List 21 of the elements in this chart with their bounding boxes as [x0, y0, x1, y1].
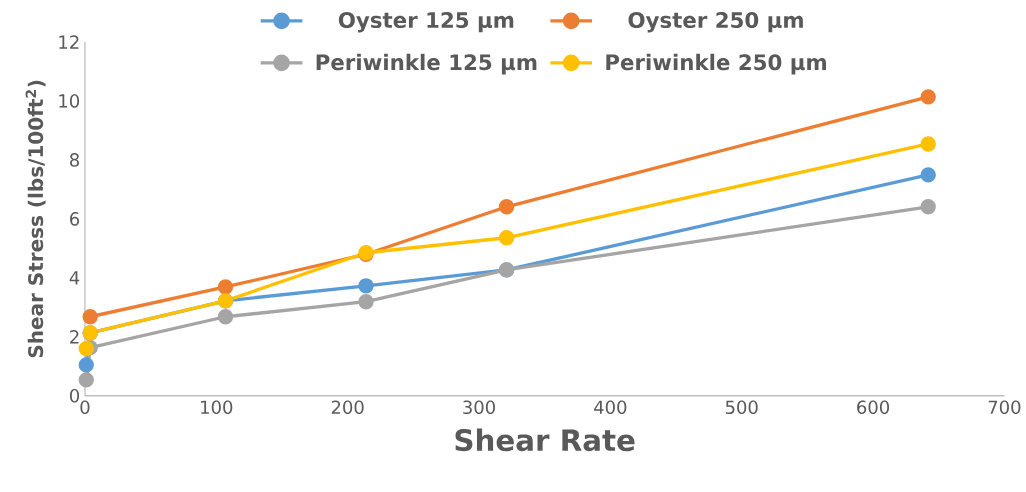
x-tick-label: 600	[857, 400, 890, 415]
y-tick-label: 12	[59, 35, 79, 49]
x-tick-label: 200	[331, 400, 364, 415]
x-tick-label: 500	[725, 400, 758, 415]
y-tick-label: 10	[59, 94, 80, 108]
legend-label: Oyster 125 µm	[338, 12, 514, 33]
y-axis-title: Shear Stress (lbs/100ft$^{2}$)	[25, 80, 46, 358]
y-tick-label: 6	[70, 212, 80, 226]
y-tick-label: 8	[70, 153, 80, 167]
y-tick-label: 4	[69, 271, 80, 285]
legend-label: Periwinkle 250 µm	[606, 53, 826, 75]
legend-label: Oyster 250 µm	[628, 12, 803, 33]
x-tick-label: 300	[463, 400, 495, 415]
x-axis-title: Shear Rate	[455, 428, 635, 452]
x-tick-label: 700	[988, 400, 1021, 415]
x-tick-label: 0	[80, 400, 90, 415]
x-tick-label: 400	[594, 400, 627, 415]
y-tick-label: 2	[70, 330, 79, 344]
y-tick-label: 0	[69, 389, 80, 403]
legend-label: Periwinkle 125 µm	[316, 53, 537, 75]
x-tick-label: 100	[201, 400, 233, 415]
